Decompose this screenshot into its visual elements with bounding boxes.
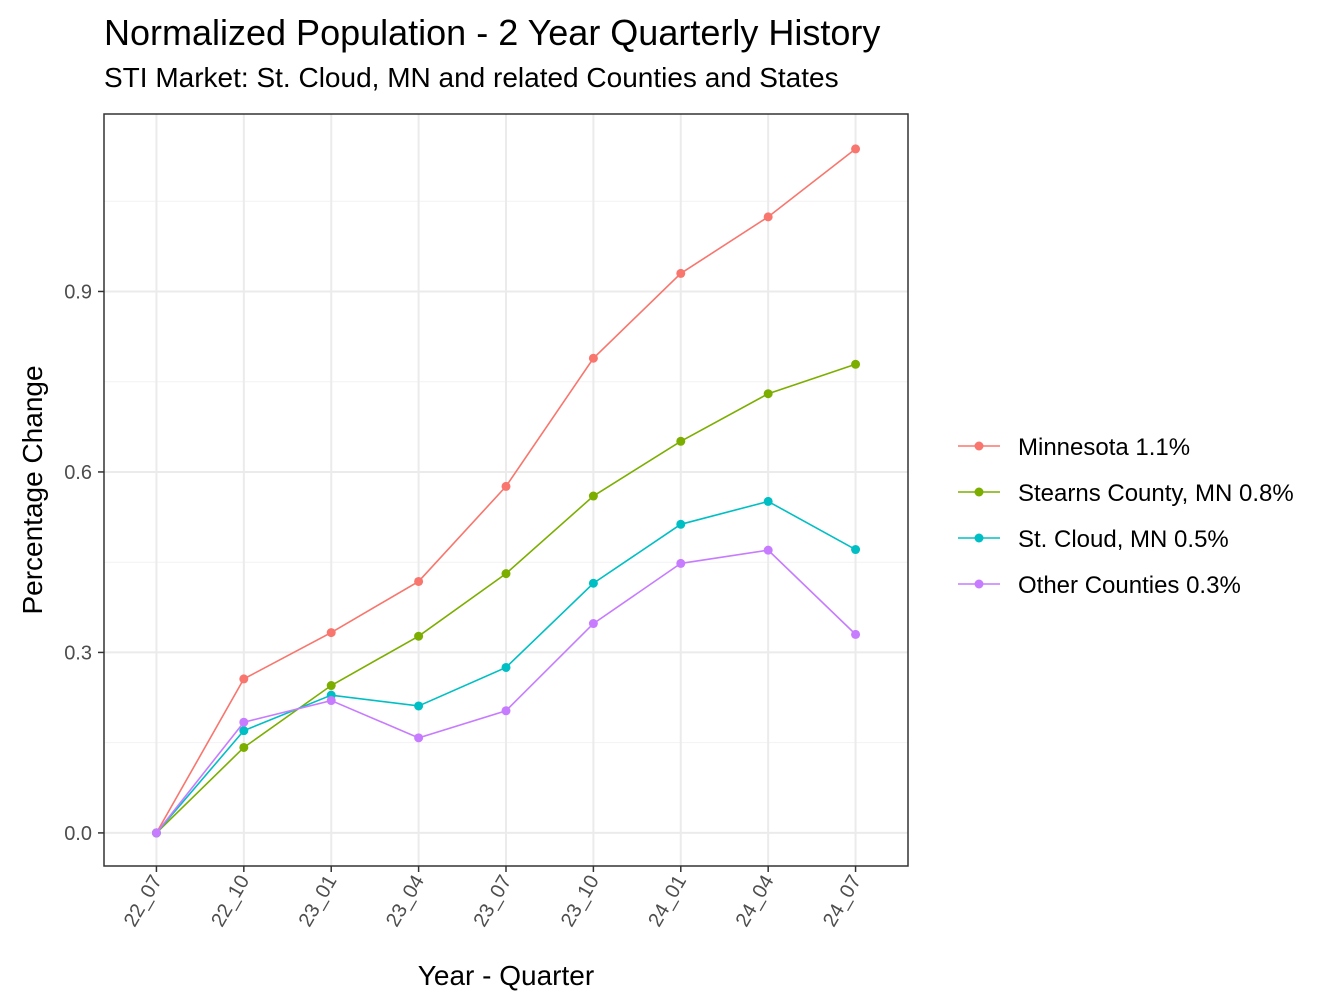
data-point [588,619,598,629]
data-point [414,733,424,743]
x-tick-label: 22_07 [120,872,167,931]
data-point [326,696,336,706]
data-point [851,144,861,154]
x-axis: 22_07 22_10 23_01 23_04 23_07 23_10 24_01 24_04… [120,866,866,931]
data-point [676,558,686,568]
legend-label: Other Counties 0.3% [1018,572,1241,599]
data-point [501,481,511,491]
data-point [414,576,424,586]
x-tick-label: 23_04 [382,872,429,931]
x-tick-label: 24_04 [732,872,779,931]
legend-label: Stearns County, MN 0.8% [1018,480,1294,507]
data-point [588,578,598,588]
legend: Minnesota 1.1% Stearns County, MN 0.8% St.… [958,434,1294,599]
legend-key-point [974,579,984,589]
data-point [239,726,249,736]
data-point [239,674,249,684]
y-axis-title: Percentage Change [17,365,48,614]
legend-item: Minnesota 1.1% [958,434,1190,461]
data-point [851,629,861,639]
data-point [763,496,773,506]
y-tick-label: 0.0 [64,823,92,845]
legend-item: St. Cloud, MN 0.5% [958,526,1229,553]
data-point [676,436,686,446]
chart-title: Normalized Population - 2 Year Quarterly… [104,12,881,53]
data-point [676,268,686,278]
data-point [414,701,424,711]
legend-label: St. Cloud, MN 0.5% [1018,526,1229,553]
data-point [763,545,773,555]
x-tick-label: 23_07 [469,872,516,931]
legend-key-point [974,487,984,497]
legend-item: Stearns County, MN 0.8% [958,480,1294,507]
data-point [763,389,773,399]
series-4 [151,545,861,838]
data-point [239,717,249,727]
y-tick-label: 0.9 [64,281,92,303]
x-tick-label: 24_01 [644,872,691,931]
data-point [326,628,336,638]
legend-item: Other Counties 0.3% [958,572,1241,599]
x-tick-label: 23_10 [557,872,604,931]
x-tick-label: 22_10 [207,872,254,931]
y-tick-label: 0.3 [64,642,92,664]
data-point [588,353,598,363]
legend-key-point [974,441,984,451]
data-point [414,631,424,641]
legend-label: Minnesota 1.1% [1018,434,1190,461]
data-point [326,681,336,691]
series-layer [151,144,861,838]
x-tick-label: 24_07 [819,872,866,931]
data-point [588,491,598,501]
y-tick-label: 0.6 [64,462,92,484]
y-axis: 0.0 0.3 0.6 0.9 [64,281,104,845]
data-point [239,742,249,752]
data-point [501,662,511,672]
major-gridlines [104,114,908,866]
x-tick-label: 23_01 [295,872,342,931]
data-point [676,519,686,529]
data-point [763,212,773,222]
data-point [851,359,861,369]
data-point [151,828,161,838]
data-point [501,569,511,579]
data-point [501,706,511,716]
legend-key-point [974,533,984,543]
data-point [851,545,861,555]
chart-subtitle: STI Market: St. Cloud, MN and related Co… [104,62,839,93]
x-axis-title: Year - Quarter [418,960,594,991]
